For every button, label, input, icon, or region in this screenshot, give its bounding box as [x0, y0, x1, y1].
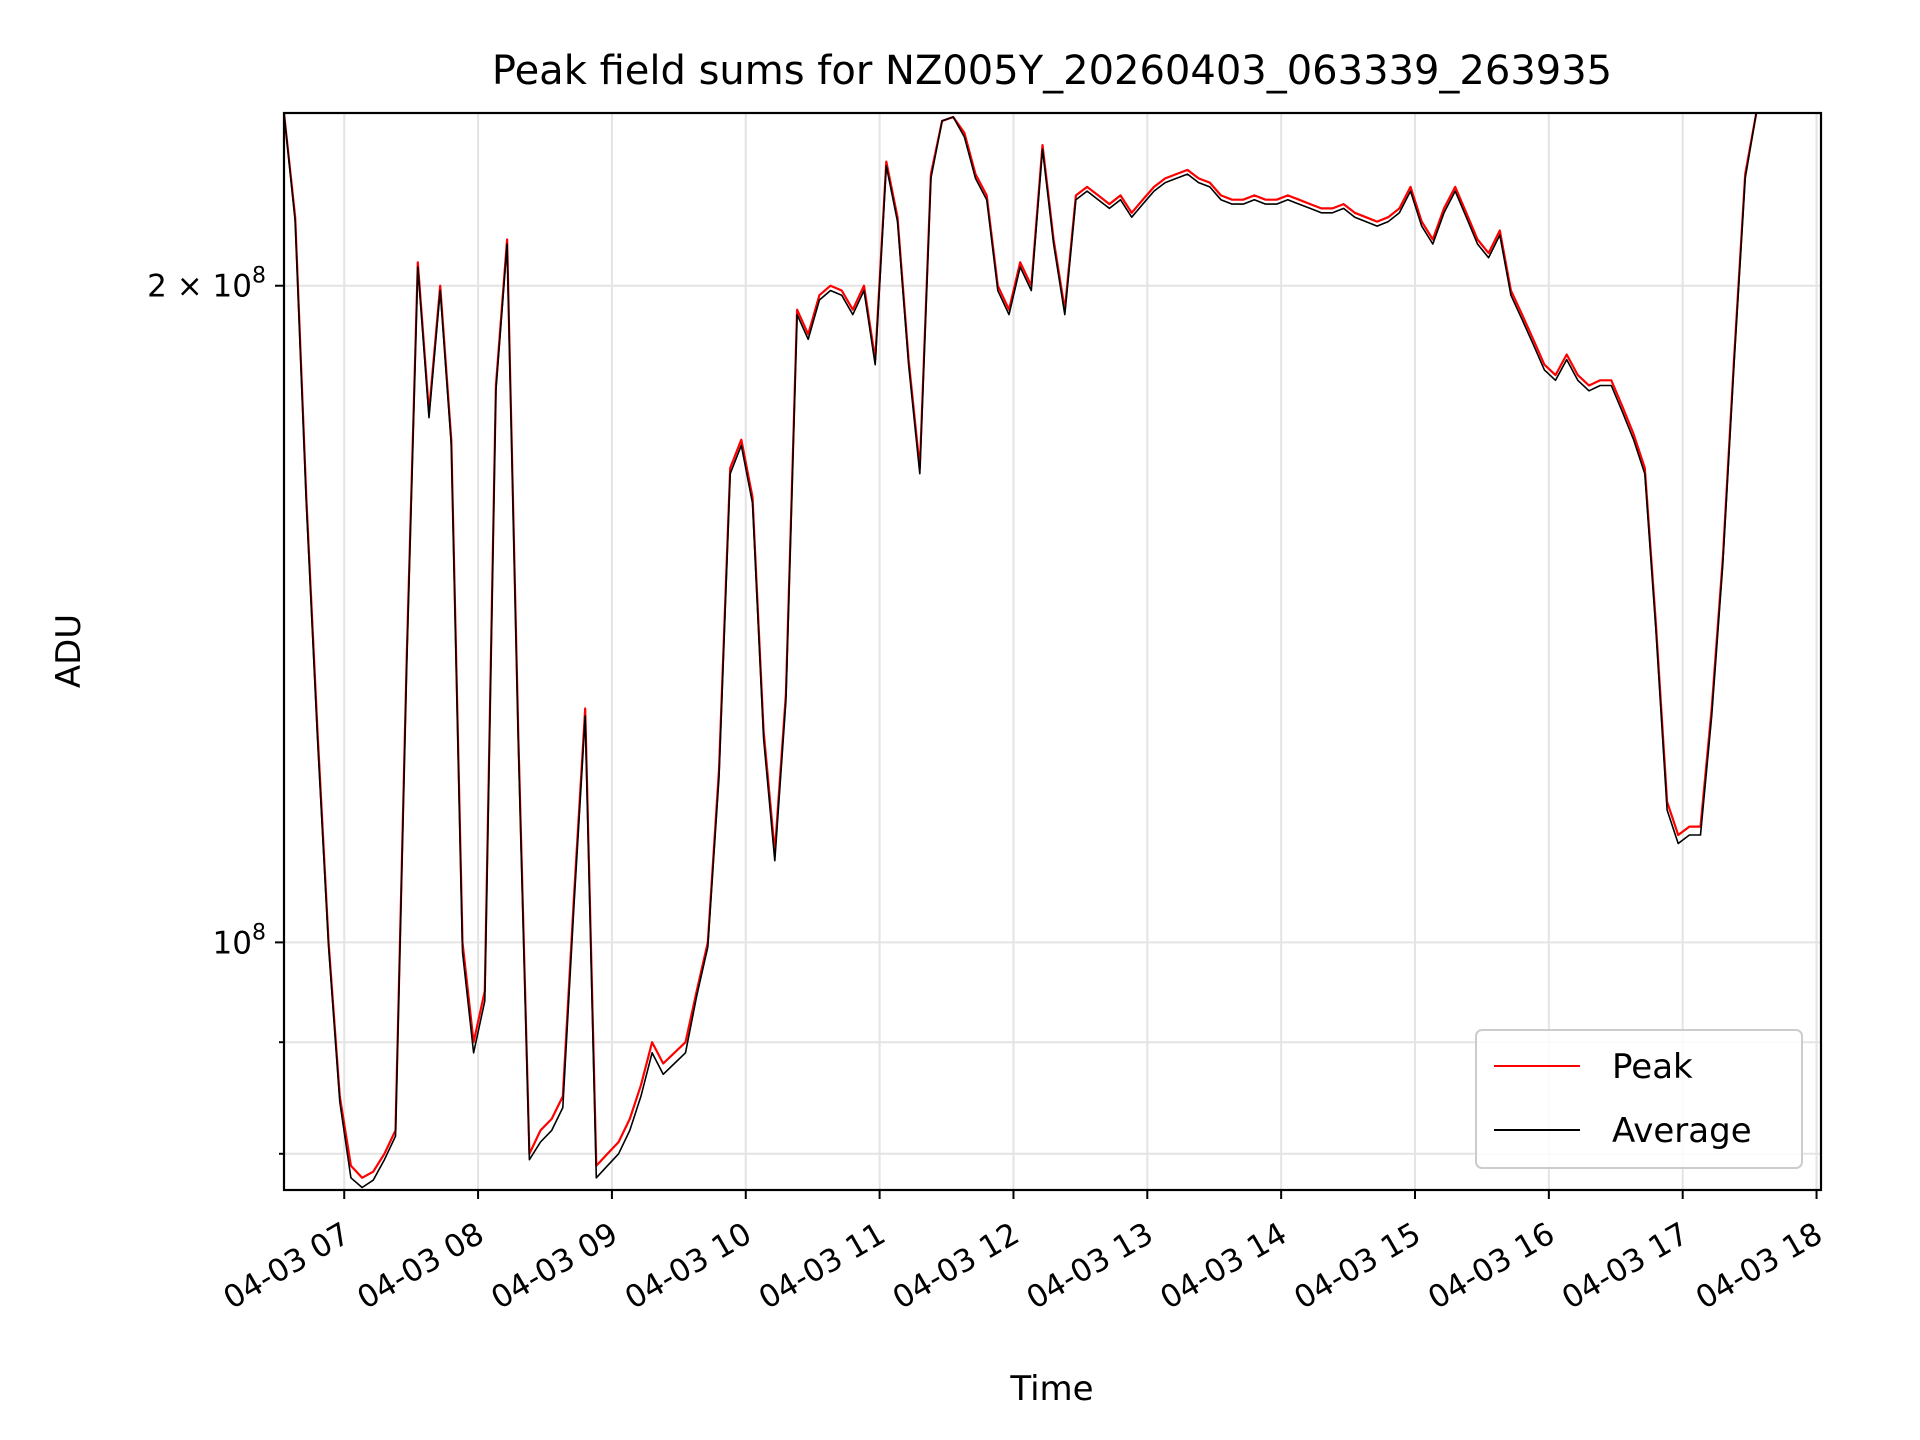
y-tick-label: 108: [213, 920, 266, 961]
plot-frame: [282, 111, 1823, 1192]
y-tick-label: 2 × 108: [147, 264, 266, 305]
legend: Peak Average: [1475, 1029, 1803, 1169]
series-layer: [284, 113, 1759, 1189]
series-line-average: [284, 113, 1758, 1189]
legend-label-peak: Peak: [1612, 1047, 1693, 1087]
chart-title: Peak field sums for NZ005Y_20260403_0633…: [492, 48, 1612, 94]
series-line-peak: [284, 113, 1759, 1179]
legend-label-average: Average: [1612, 1111, 1752, 1151]
x-axis-label: Time: [1009, 1369, 1093, 1409]
legend-box: [1475, 1029, 1803, 1169]
y-axis-label: ADU: [49, 614, 89, 688]
